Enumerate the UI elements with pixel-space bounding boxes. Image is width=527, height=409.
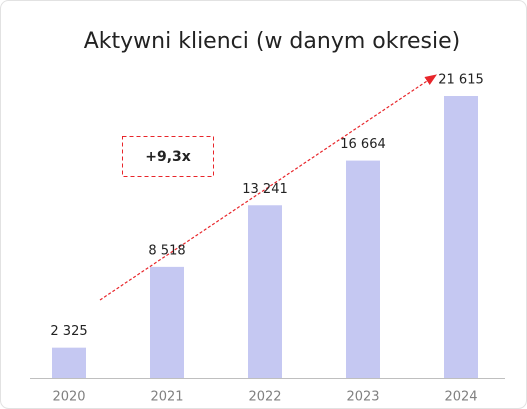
value-label: 13 241 [242,182,288,197]
value-label: 16 664 [340,137,386,152]
bar [346,160,380,378]
x-tick-label: 2020 [52,390,85,405]
x-tick-label: 2023 [346,390,379,405]
chart-title: Aktywni klienci (w danym okresie) [84,29,461,54]
x-tick-label: 2022 [248,390,281,405]
trend-arrow [99,74,437,301]
bar [248,205,282,378]
x-tick-label: 2024 [444,390,477,405]
bars [52,96,478,378]
annotation: +9,3x [145,149,191,165]
bar [150,266,184,378]
value-label: 2 325 [50,324,87,339]
value-label: 8 518 [148,243,185,258]
bar [52,347,86,378]
annotation-box [122,136,214,177]
x-tick-label: 2021 [150,390,183,405]
bar [444,96,478,378]
value-label: 21 615 [438,73,484,88]
